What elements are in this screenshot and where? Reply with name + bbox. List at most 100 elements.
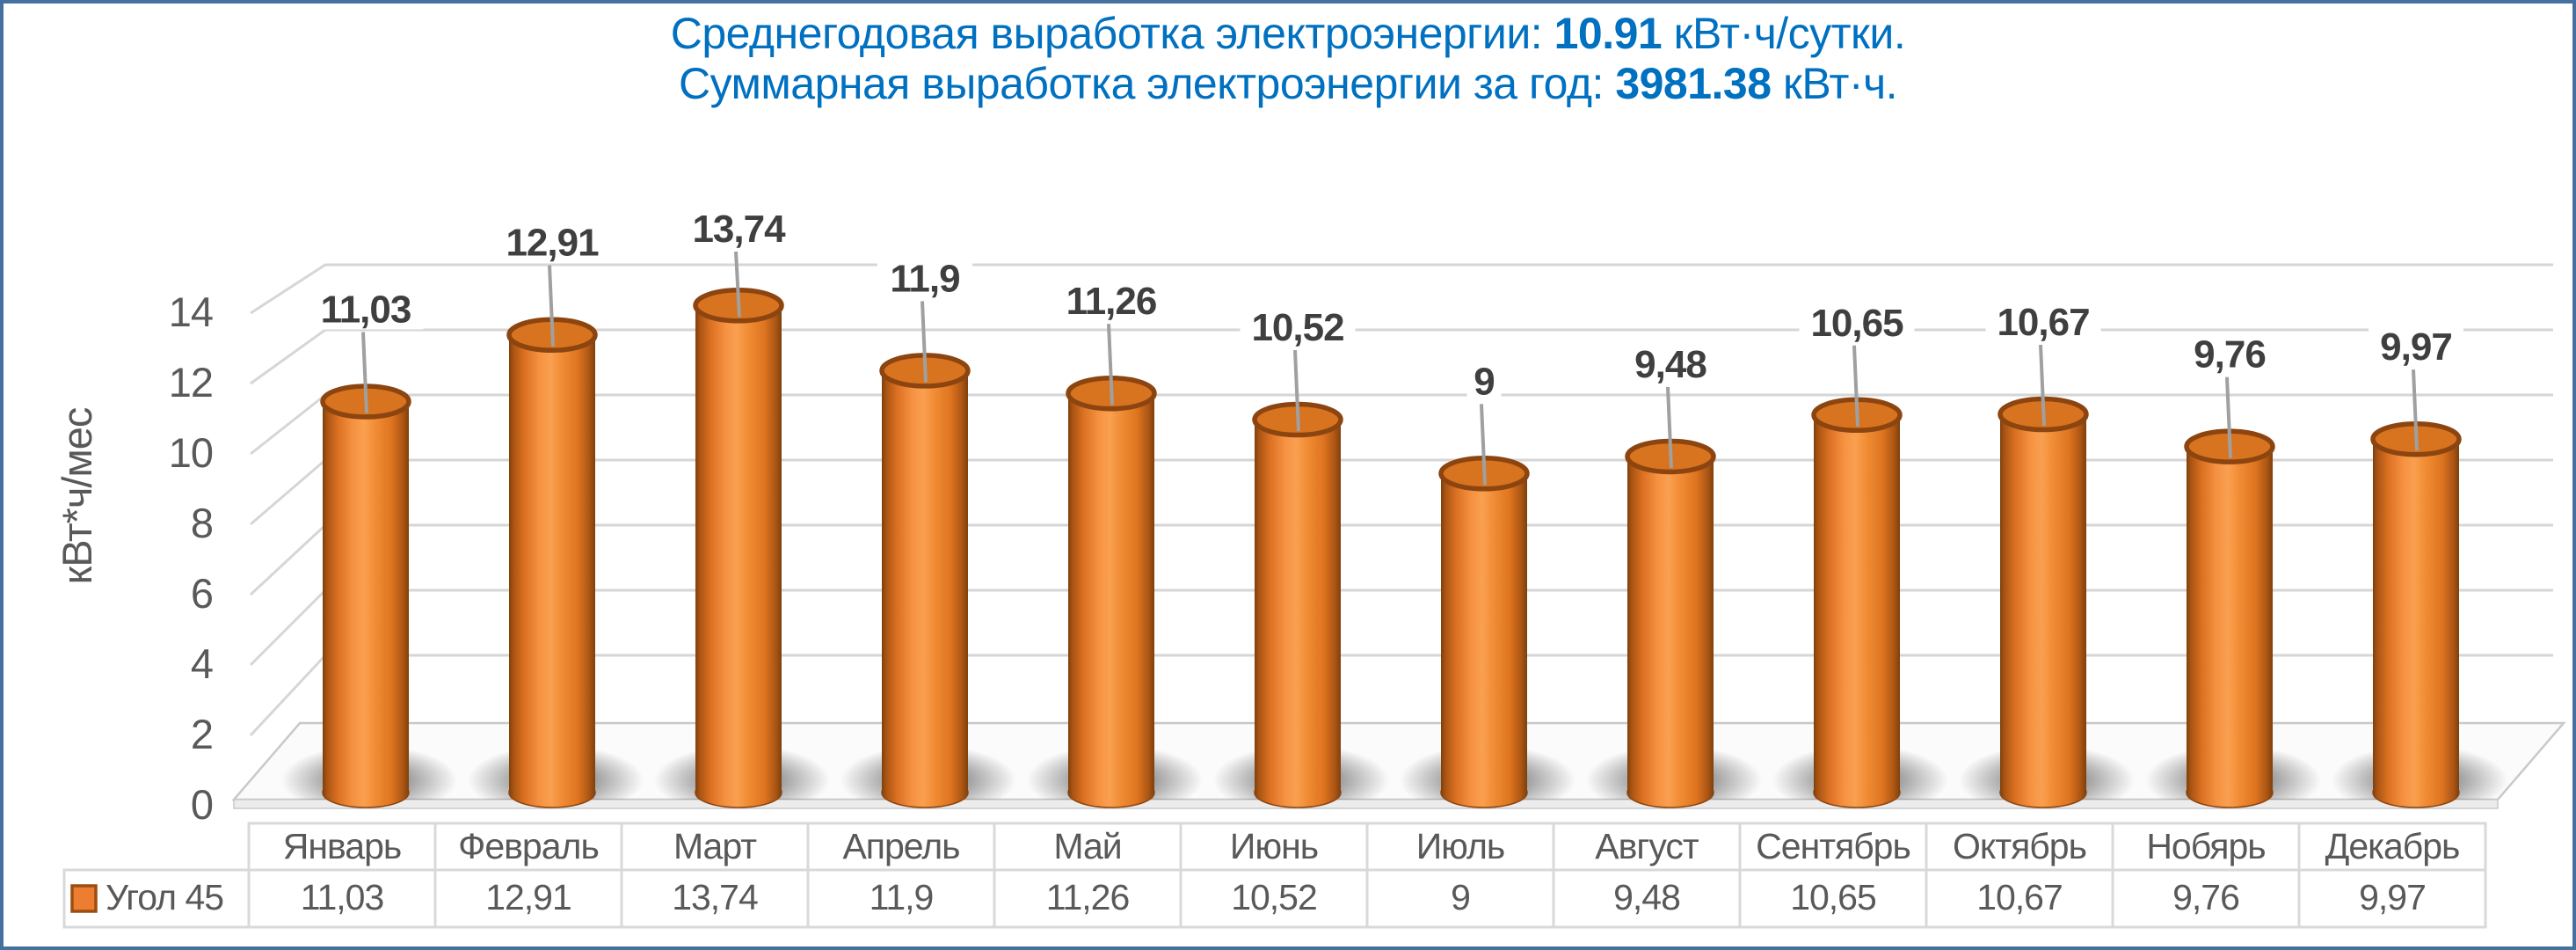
leader-line xyxy=(548,265,555,347)
y-tick-label: 10 xyxy=(169,429,213,476)
bar-cylinder xyxy=(320,384,411,808)
leader-line xyxy=(1480,404,1487,486)
bar-cylinder xyxy=(1066,375,1157,808)
table-value-label: 13,74 xyxy=(672,877,758,917)
y-tick-label: 4 xyxy=(191,640,213,687)
bar-value-label: 9,97 xyxy=(2380,325,2452,369)
bar-value-label: 10,65 xyxy=(1810,302,1903,345)
leader-line xyxy=(2039,344,2046,427)
grid-line xyxy=(250,263,2553,315)
table-month-label: Сентябрь xyxy=(1756,826,1910,866)
y-tick-label: 12 xyxy=(169,359,213,406)
data-label-backing xyxy=(2182,333,2277,375)
table-value-label: 9 xyxy=(1451,877,1470,917)
table-month-label: Нобярь xyxy=(2146,826,2265,866)
bar-value-label: 9 xyxy=(1474,360,1494,403)
leader-line xyxy=(2225,376,2232,458)
bar-cylinder xyxy=(2370,420,2462,808)
table-month-label: Июнь xyxy=(1230,826,1318,866)
bar-cylinder xyxy=(879,353,971,808)
table-month-label: Октябрь xyxy=(1953,826,2086,866)
data-label-backing xyxy=(308,289,424,330)
table-value-label: 12,91 xyxy=(485,877,571,917)
bar-cylinder xyxy=(1438,456,1530,808)
table-month-label: Июль xyxy=(1416,826,1505,866)
table-value-cell xyxy=(2297,868,2487,929)
data-label-backing xyxy=(680,208,797,249)
leader-line xyxy=(734,251,741,318)
leader-line xyxy=(2412,369,2419,451)
data-labels: 11,03 12,91 13,74 11,9 11,26 10,52 9 9,48 10,65 1… xyxy=(308,208,2463,486)
bar-cylinder xyxy=(2184,428,2275,808)
bar-value-label: 11,9 xyxy=(890,257,959,300)
bar-value-label: 9,48 xyxy=(1634,343,1706,386)
legend-label: Угол 45 xyxy=(106,877,223,917)
bar-value-label: 11,26 xyxy=(1066,280,1157,323)
cylinder-body xyxy=(323,401,409,793)
leader-line xyxy=(1293,349,1300,432)
title-line2-value: 3981.38 xyxy=(1615,59,1772,108)
title-line1-unit: кВт·ч/сутки. xyxy=(1662,9,1906,58)
table-value-label: 11,9 xyxy=(870,877,934,917)
leader-line xyxy=(1107,324,1114,406)
y-tick-label: 14 xyxy=(169,289,213,335)
table-month-label: Декабрь xyxy=(2325,826,2460,866)
table-month-label: Февраль xyxy=(458,826,599,866)
cylinder-body xyxy=(882,370,968,793)
bar-cylinder xyxy=(506,317,598,808)
leader-line xyxy=(361,332,368,413)
chart-title-line2: Суммарная выработка электроэнергии за го… xyxy=(4,59,2572,109)
bar-value-label: 9,76 xyxy=(2194,333,2266,376)
chart-title: Среднегодовая выработка электроэнергии: … xyxy=(4,9,2572,109)
table-month-label: Август xyxy=(1595,826,1699,866)
y-axis-title: кВт*ч/мес xyxy=(54,407,100,584)
title-line2-text: Суммарная выработка электроэнергии за го… xyxy=(678,59,1616,108)
data-label-backing xyxy=(877,258,972,299)
cylinder-body xyxy=(2187,446,2273,793)
title-line2-unit: кВт·ч. xyxy=(1771,59,1898,108)
legend-swatch xyxy=(70,884,98,913)
title-line1-value: 10.91 xyxy=(1554,9,1663,58)
data-label-backing xyxy=(494,222,610,263)
cylinder-body xyxy=(1627,456,1714,793)
bar-value-label: 10,67 xyxy=(1997,301,2089,344)
table-month-label: Май xyxy=(1053,826,1121,866)
bar-cylinder xyxy=(1252,401,1343,808)
data-label-backing xyxy=(1240,307,1356,348)
chart-title-line1: Среднегодовая выработка электроэнергии: … xyxy=(4,9,2572,59)
bar-cylinder xyxy=(1625,438,1716,808)
table-value-label: 10,67 xyxy=(1976,877,2063,917)
cylinder-body xyxy=(1814,414,1900,793)
y-tick-label: 8 xyxy=(191,500,213,546)
table-month-label: Апрель xyxy=(842,826,959,866)
table-value-label: 9,97 xyxy=(2359,877,2426,917)
data-label-backing xyxy=(1799,302,1915,343)
y-axis-ticks: 0 2 4 6 8 10 12 14 xyxy=(169,289,214,828)
bar-value-label: 10,52 xyxy=(1251,306,1343,349)
table-value-label: 11,03 xyxy=(301,877,384,917)
table-value-label: 10,52 xyxy=(1231,877,1317,917)
y-tick-label: 0 xyxy=(191,781,213,828)
table-month-label: Март xyxy=(673,826,757,866)
bar-cylinder xyxy=(1997,396,2089,808)
table-value-label: 11,26 xyxy=(1046,877,1130,917)
bar-value-label: 13,74 xyxy=(692,208,786,251)
bar-cylinder xyxy=(1811,397,1903,808)
table-value-label: 9,48 xyxy=(1613,877,1680,917)
cylinder-body xyxy=(1441,473,1527,793)
title-line1-text: Среднегодовая выработка электроэнергии: xyxy=(670,9,1554,58)
table-value-label: 10,65 xyxy=(1790,877,1876,917)
bar-cylinder xyxy=(693,288,784,808)
data-label-backing xyxy=(1985,301,2101,342)
data-table: Январь 11,03 Февраль 12,91 Март 13,74 Апрель 11… xyxy=(62,822,2487,929)
cylinder-body xyxy=(509,334,595,793)
table-value-label: 9,76 xyxy=(2172,877,2239,917)
data-label-backing xyxy=(1623,343,1718,384)
data-label-backing xyxy=(2369,326,2463,368)
cylinder-body xyxy=(1255,420,1341,793)
legend-cell xyxy=(62,868,251,929)
bar-value-label: 12,91 xyxy=(506,222,599,265)
leader-line xyxy=(1852,345,1859,427)
